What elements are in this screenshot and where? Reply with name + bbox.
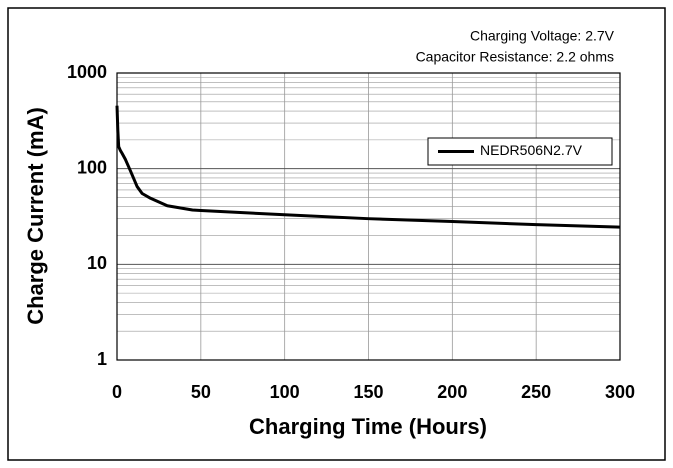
y-tick-label: 100	[77, 157, 107, 177]
y-tick-label: 10	[87, 253, 107, 273]
annotation: Charging Voltage: 2.7V	[470, 28, 615, 44]
x-tick-label: 200	[437, 382, 467, 402]
legend-label: NEDR506N2.7V	[480, 142, 583, 158]
y-tick-label: 1	[97, 349, 107, 369]
x-axis-title: Charging Time (Hours)	[249, 414, 487, 439]
x-tick-label: 0	[112, 382, 122, 402]
x-tick-label: 50	[191, 382, 211, 402]
x-tick-label: 250	[521, 382, 551, 402]
y-tick-label: 1000	[67, 62, 107, 82]
plot-border	[116, 72, 621, 361]
x-tick-label: 300	[605, 382, 635, 402]
frame	[7, 7, 666, 461]
annotation: Capacitor Resistance: 2.2 ohms	[416, 49, 614, 65]
line	[115, 105, 621, 229]
y-axis-title: Charge Current (mA)	[23, 107, 48, 325]
x-tick-label: 150	[353, 382, 383, 402]
x-tick-label: 100	[270, 382, 300, 402]
